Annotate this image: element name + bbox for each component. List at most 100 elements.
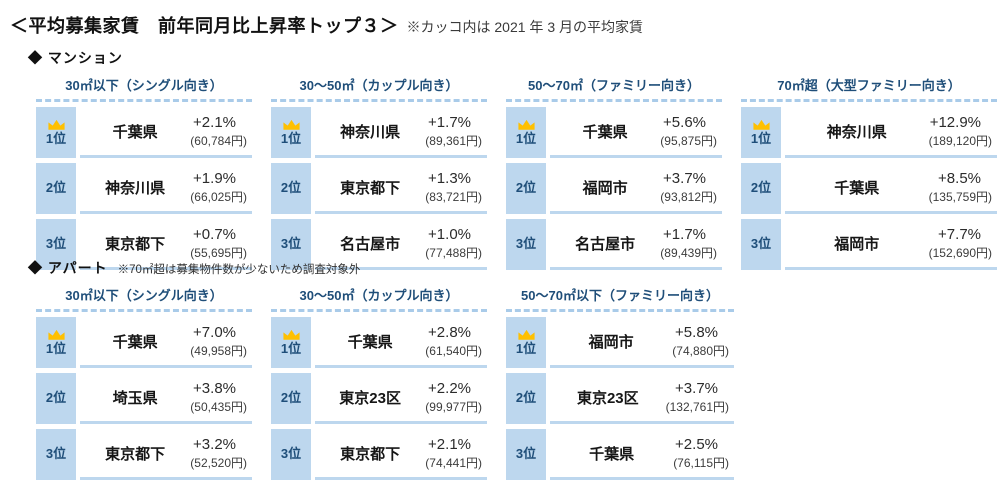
rank-row: 2位 東京都下 +1.3% (83,721円) [271,163,487,214]
rank-label: 1位 [45,130,67,146]
rank-row: 1位 千葉県 +7.0% (49,958円) [36,317,252,368]
column-header: 70㎡超（大型ファミリー向き） [741,75,997,102]
average-rent: (61,540円) [425,343,482,358]
change-rate: +2.8% [428,324,471,342]
page-title: ＜平均募集家賃 前年同月比上昇率トップ３＞ [10,16,399,36]
row-content: 神奈川県 +1.9% (66,025円) [80,163,252,214]
rank-label: 1位 [280,340,302,356]
ranking-column-apartment-single: 30㎡以下（シングル向き） 1位 千葉県 +7.0% (49,958円) 2位 [36,285,252,480]
average-rent: (89,361円) [425,133,482,148]
row-content: 東京都下 +2.1% (74,441円) [315,429,487,480]
crown-icon [282,329,300,340]
area-name: 千葉県 [347,333,393,351]
row-content: 名古屋市 +1.0% (77,488円) [315,219,487,270]
average-rent: (50,435円) [190,399,247,414]
rank-cell: 2位 [271,163,311,214]
rank-row: 3位 東京都下 +0.7% (55,695円) [36,219,252,270]
change-rate: +0.7% [193,226,236,244]
average-rent: (55,695円) [190,245,247,260]
rank-row: 2位 東京23区 +3.7% (132,761円) [506,373,734,424]
ranking-column-mansion-single: 30㎡以下（シングル向き） 1位 千葉県 +2.1% (60,784円) 2位 [36,75,252,270]
rank-row: 1位 福岡市 +5.8% (74,880円) [506,317,734,368]
column-header: 50〜70㎡以下（ファミリー向き） [506,285,734,312]
rank-cell: 3位 [271,219,311,270]
rank-cell: 1位 [506,107,546,158]
change-rate: +2.5% [675,436,718,454]
value-block: +8.5% (135,759円) [929,170,997,203]
column-header: 30〜50㎡（カップル向き） [271,75,487,102]
rank-cell: 1位 [36,107,76,158]
value-block: +2.8% (61,540円) [425,324,487,357]
row-content: 東京23区 +2.2% (99,977円) [315,373,487,424]
section-apartment-label: ◆ アパート [28,260,108,276]
rank-label: 1位 [750,130,772,146]
area-name: 福岡市 [834,235,880,253]
area-name: 東京都下 [340,179,401,197]
ranking-column-apartment-family: 50〜70㎡以下（ファミリー向き） 1位 福岡市 +5.8% (74,880円)… [506,285,734,480]
value-block: +3.7% (132,761円) [666,380,734,413]
row-content: 東京23区 +3.7% (132,761円) [550,373,734,424]
rank-cell: 2位 [506,163,546,214]
area-name: 福岡市 [588,333,634,351]
area-name: 東京都下 [105,235,166,253]
area-name: 福岡市 [582,179,628,197]
rank-label: 3位 [45,236,67,252]
row-content: 福岡市 +7.7% (152,690円) [785,219,997,270]
value-block: +2.2% (99,977円) [425,380,487,413]
section-mansion: ◆ マンション 30㎡以下（シングル向き） 1位 千葉県 +2.1% (60,7… [0,48,1007,270]
change-rate: +5.6% [663,114,706,132]
crown-icon [517,329,535,340]
average-rent: (60,784円) [190,133,247,148]
rank-row: 1位 神奈川県 +1.7% (89,361円) [271,107,487,158]
value-block: +5.8% (74,880円) [672,324,734,357]
row-content: 千葉県 +7.0% (49,958円) [80,317,252,368]
row-content: 神奈川県 +1.7% (89,361円) [315,107,487,158]
row-content: 千葉県 +2.1% (60,784円) [80,107,252,158]
rank-label: 3位 [45,446,67,462]
crown-icon [752,119,770,130]
rank-row: 3位 名古屋市 +1.0% (77,488円) [271,219,487,270]
rank-cell: 1位 [36,317,76,368]
page-title-row: ＜平均募集家賃 前年同月比上昇率トップ３＞ ※カッコ内は 2021 年 3 月の… [10,12,643,38]
row-content: 名古屋市 +1.7% (89,439円) [550,219,722,270]
row-content: 東京都下 +0.7% (55,695円) [80,219,252,270]
ranking-column-mansion-family: 50〜70㎡（ファミリー向き） 1位 千葉県 +5.6% (95,875円) 2… [506,75,722,270]
area-name: 神奈川県 [105,179,166,197]
value-block: +1.3% (83,721円) [425,170,487,203]
rank-label: 2位 [515,180,537,196]
rank-cell: 3位 [36,429,76,480]
change-rate: +8.5% [938,170,981,188]
average-rent: (132,761円) [665,399,729,414]
value-block: +3.8% (50,435円) [190,380,252,413]
rank-cell: 2位 [506,373,546,424]
value-block: +5.6% (95,875円) [660,114,722,147]
rank-row: 2位 東京23区 +2.2% (99,977円) [271,373,487,424]
rank-row: 2位 千葉県 +8.5% (135,759円) [741,163,997,214]
average-rent: (74,441円) [425,455,482,470]
rank-row: 2位 福岡市 +3.7% (93,812円) [506,163,722,214]
area-name: 名古屋市 [575,235,636,253]
row-content: 千葉県 +5.6% (95,875円) [550,107,722,158]
area-name: 神奈川県 [826,123,887,141]
change-rate: +3.7% [663,170,706,188]
rank-row: 1位 千葉県 +2.8% (61,540円) [271,317,487,368]
area-name: 千葉県 [589,445,635,463]
value-block: +2.1% (60,784円) [190,114,252,147]
column-header: 30㎡以下（シングル向き） [36,285,252,312]
row-content: 千葉県 +8.5% (135,759円) [785,163,997,214]
change-rate: +1.0% [428,226,471,244]
change-rate: +7.0% [193,324,236,342]
area-name: 神奈川県 [340,123,401,141]
change-rate: +12.9% [929,114,981,132]
average-rent: (52,520円) [190,455,247,470]
area-name: 千葉県 [112,123,158,141]
rank-row: 1位 千葉県 +5.6% (95,875円) [506,107,722,158]
ranking-column-mansion-couple: 30〜50㎡（カップル向き） 1位 神奈川県 +1.7% (89,361円) 2… [271,75,487,270]
average-rent: (95,875円) [660,133,717,148]
change-rate: +3.7% [675,380,718,398]
rank-label: 3位 [280,446,302,462]
rank-label: 1位 [45,340,67,356]
rank-label: 3位 [515,446,537,462]
area-name: 埼玉県 [112,389,158,407]
row-content: 福岡市 +3.7% (93,812円) [550,163,722,214]
